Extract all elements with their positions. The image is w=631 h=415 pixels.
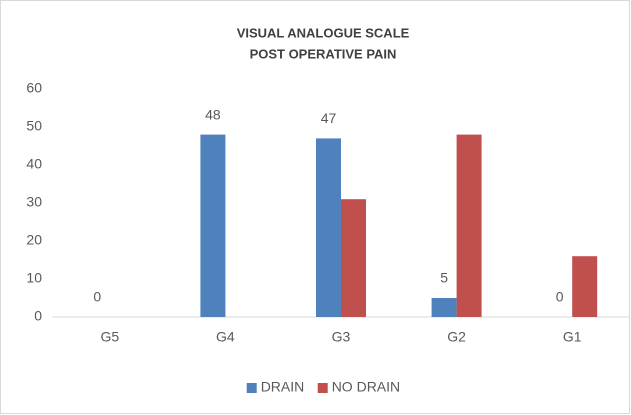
y-tick-label: 60 [26,80,42,96]
data-label: 5 [440,270,448,286]
data-label: 0 [93,289,101,305]
bar [572,256,598,317]
y-tick-label: 10 [26,270,42,286]
data-label: 47 [321,110,337,126]
data-label: 0 [556,289,564,305]
y-tick-label: 40 [26,156,42,172]
legend-label: DRAIN [261,379,305,395]
bar [200,134,226,317]
data-label: 48 [205,106,221,122]
bar [456,134,482,317]
chart-title: POST OPERATIVE PAIN [250,46,397,61]
x-tick-label: G4 [216,329,235,345]
x-tick-label: G3 [332,329,351,345]
y-tick-label: 20 [26,232,42,248]
x-tick-label: G1 [563,329,582,345]
legend-swatch [317,383,328,393]
y-tick-label: 0 [34,308,42,324]
x-tick-label: G5 [100,329,119,345]
bar [431,298,457,317]
bar [316,138,341,317]
legend-label: NO DRAIN [332,379,400,395]
legend-swatch [246,383,257,393]
x-tick-label: G2 [447,329,466,345]
y-tick-label: 50 [26,118,42,134]
chart-title: VISUAL ANALOGUE SCALE [237,25,410,40]
y-tick-label: 30 [26,194,42,210]
bar [341,199,366,317]
